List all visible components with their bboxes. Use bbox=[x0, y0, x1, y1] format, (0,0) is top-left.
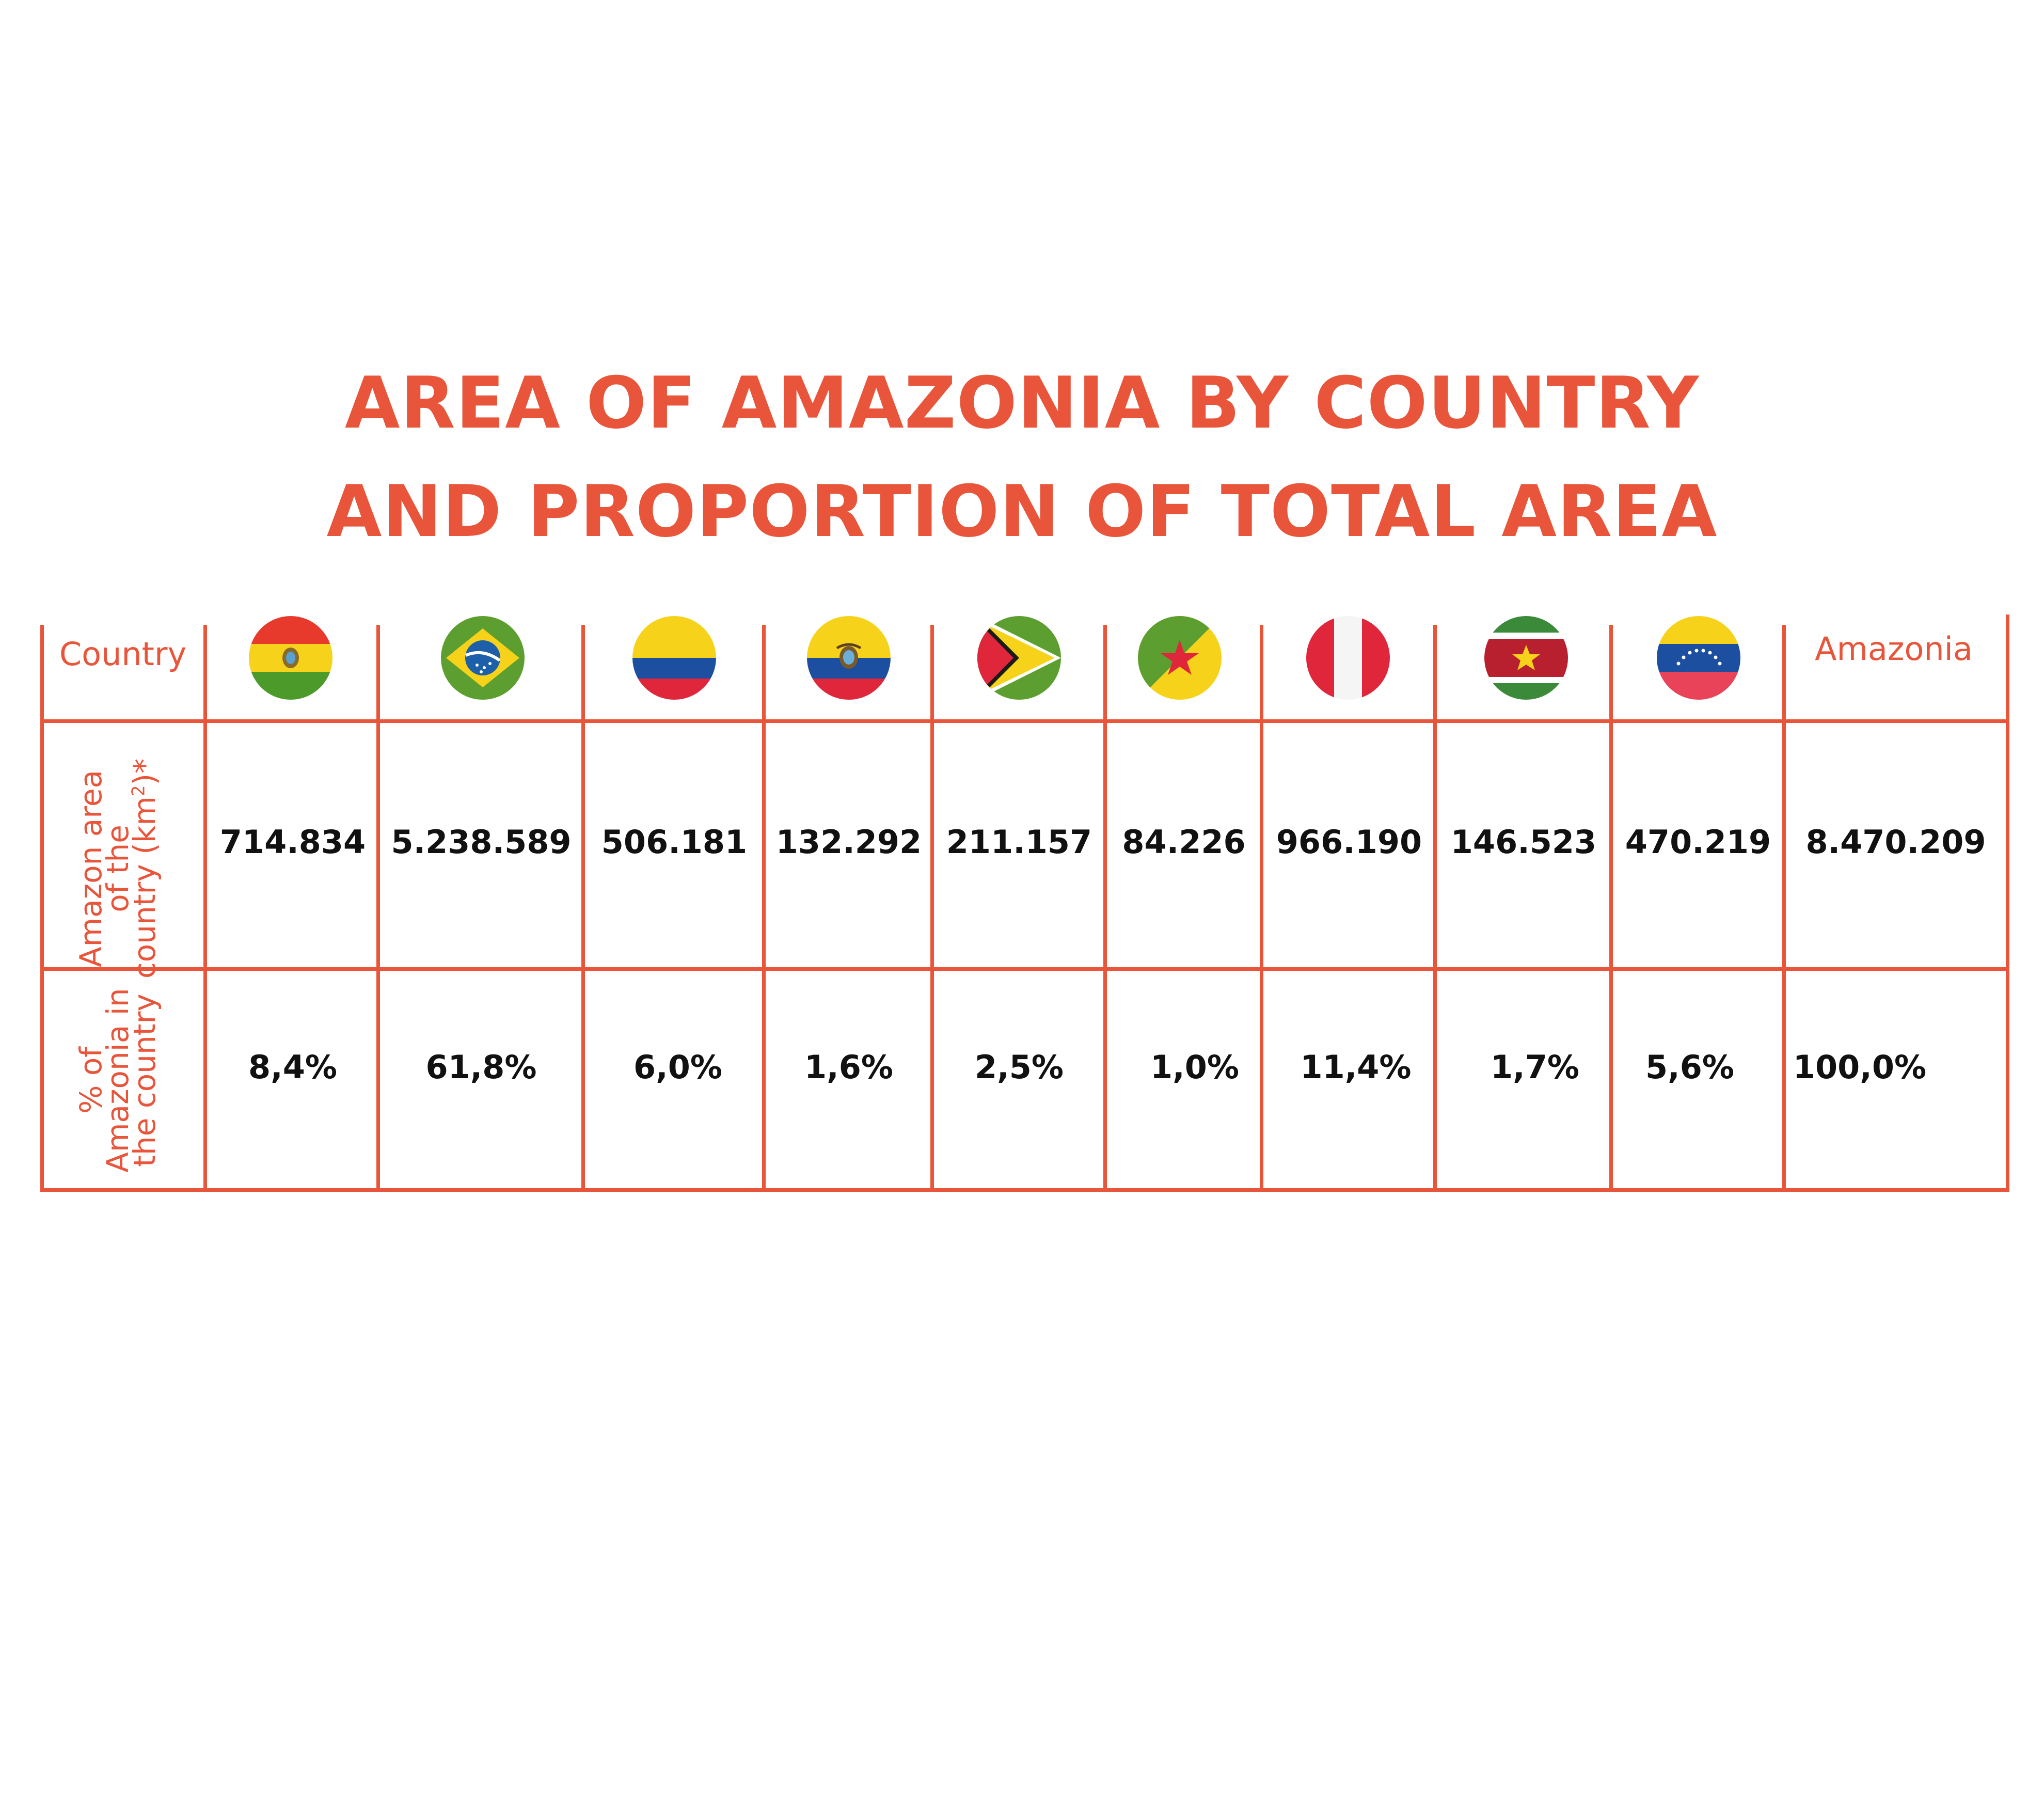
area-value-suriname: 146.523 bbox=[1450, 823, 1597, 861]
column-header-country: Country bbox=[59, 635, 187, 673]
table-divider bbox=[376, 625, 380, 1192]
table-border-bottom bbox=[40, 1188, 2009, 1192]
row-label-area-suffix: )* bbox=[127, 758, 162, 785]
table-divider bbox=[1433, 625, 1437, 1192]
row-label-percent-line-3: the country bbox=[127, 994, 162, 1167]
percent-value-suriname: 1,7% bbox=[1491, 1048, 1579, 1086]
row-label-area-line-3-text: country (km bbox=[127, 796, 162, 979]
area-value-bolivia: 714.834 bbox=[219, 823, 366, 861]
percent-value-ecuador: 1,6% bbox=[804, 1048, 893, 1086]
area-value-ecuador: 132.292 bbox=[775, 823, 922, 861]
table-row-divider bbox=[40, 719, 2009, 723]
flag-bolivia-icon bbox=[249, 616, 332, 700]
percent-value-peru: 11,4% bbox=[1300, 1048, 1412, 1086]
table-divider bbox=[1103, 625, 1107, 1192]
row-label-area: Amazon area of the country (km2)* bbox=[73, 755, 170, 982]
area-value-venezuela: 470.219 bbox=[1625, 823, 1771, 861]
chart-title-line-1: AREA OF AMAZONIA BY COUNTRY bbox=[344, 361, 1700, 445]
area-value-colombia: 506.181 bbox=[601, 823, 748, 861]
area-value-peru: 966.190 bbox=[1276, 823, 1422, 861]
table-divider bbox=[1260, 625, 1263, 1192]
area-value-brazil: 5.238.589 bbox=[391, 823, 572, 861]
table-divider bbox=[762, 625, 766, 1192]
table-border-left bbox=[40, 625, 44, 1192]
flag-french-guiana-icon bbox=[1138, 616, 1222, 700]
flag-colombia-icon bbox=[632, 616, 716, 700]
flag-suriname-icon bbox=[1484, 616, 1568, 700]
superscript-2: 2 bbox=[128, 785, 149, 797]
table-border-right bbox=[2006, 614, 2009, 1192]
percent-value-bolivia: 8,4% bbox=[248, 1048, 337, 1086]
percent-value-guyana: 2,5% bbox=[975, 1048, 1064, 1086]
area-value-amazonia: 8.470.209 bbox=[1805, 823, 1986, 861]
flag-peru-icon bbox=[1306, 616, 1390, 700]
row-label-percent: % of Amazonia in the country bbox=[73, 987, 170, 1173]
flag-brazil-icon bbox=[441, 616, 525, 700]
row-label-area-line-3: country (km2)* bbox=[127, 755, 162, 982]
flag-venezuela-icon bbox=[1657, 616, 1740, 700]
table-row-divider bbox=[40, 967, 2009, 971]
flag-ecuador-icon bbox=[807, 616, 891, 700]
chart-title-line-2: AND PROPORTION OF TOTAL AREA bbox=[326, 470, 1718, 553]
percent-value-colombia: 6,0% bbox=[633, 1048, 722, 1086]
percent-value-amazonia: 100,0% bbox=[1793, 1048, 1927, 1086]
table-divider bbox=[203, 625, 207, 1192]
table-divider bbox=[1609, 625, 1613, 1192]
table-divider bbox=[1782, 625, 1786, 1192]
percent-value-venezuela: 5,6% bbox=[1645, 1048, 1734, 1086]
table-divider bbox=[930, 625, 934, 1192]
percent-value-french-guiana: 1,0% bbox=[1150, 1048, 1239, 1086]
flag-guyana-icon bbox=[977, 616, 1061, 700]
area-value-guyana: 211.157 bbox=[946, 823, 1092, 861]
area-value-french-guiana: 84.226 bbox=[1122, 823, 1246, 861]
percent-value-brazil: 61,8% bbox=[425, 1048, 537, 1086]
column-header-amazonia: Amazonia bbox=[1815, 630, 1973, 668]
table-divider bbox=[581, 625, 585, 1192]
